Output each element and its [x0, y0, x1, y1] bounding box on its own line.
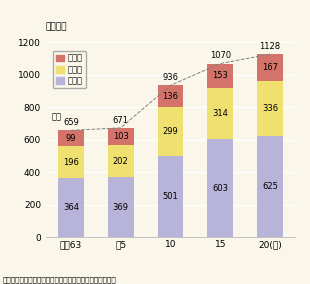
Text: 314: 314: [212, 109, 228, 118]
Text: 202: 202: [113, 156, 129, 166]
Bar: [207, 64, 233, 88]
Text: 99: 99: [66, 134, 76, 143]
Bar: [108, 128, 134, 145]
Text: 153: 153: [212, 72, 228, 80]
Text: （千戸）: （千戸）: [46, 22, 68, 31]
Bar: [108, 145, 134, 178]
Bar: [108, 178, 134, 237]
Text: 合計: 合計: [52, 112, 62, 121]
Bar: [157, 156, 184, 237]
Text: 364: 364: [63, 203, 79, 212]
Bar: [157, 85, 184, 107]
Text: 659: 659: [63, 118, 79, 127]
Text: 167: 167: [262, 63, 278, 72]
Text: 369: 369: [113, 203, 129, 212]
Text: 603: 603: [212, 184, 228, 193]
Bar: [257, 81, 283, 136]
Text: 671: 671: [113, 116, 129, 125]
Bar: [207, 88, 233, 139]
Text: 1070: 1070: [210, 51, 231, 60]
Text: 299: 299: [163, 127, 178, 136]
Legend: 京都府, 兵庫県, 大阪府: 京都府, 兵庫県, 大阪府: [53, 51, 86, 88]
Text: 936: 936: [162, 73, 179, 82]
Text: 336: 336: [262, 104, 278, 113]
Bar: [157, 107, 184, 156]
Text: 資料）総務省「住宅・土地統計調査」より国土交通省作成: 資料）総務省「住宅・土地統計調査」より国土交通省作成: [3, 276, 117, 283]
Text: 1128: 1128: [259, 42, 281, 51]
Text: 196: 196: [63, 158, 79, 167]
Bar: [58, 130, 84, 146]
Text: 103: 103: [113, 132, 129, 141]
Bar: [257, 136, 283, 237]
Bar: [257, 54, 283, 81]
Bar: [58, 146, 84, 178]
Bar: [207, 139, 233, 237]
Bar: [58, 178, 84, 237]
Text: 501: 501: [163, 192, 178, 201]
Text: 136: 136: [162, 92, 179, 101]
Text: 625: 625: [262, 182, 278, 191]
